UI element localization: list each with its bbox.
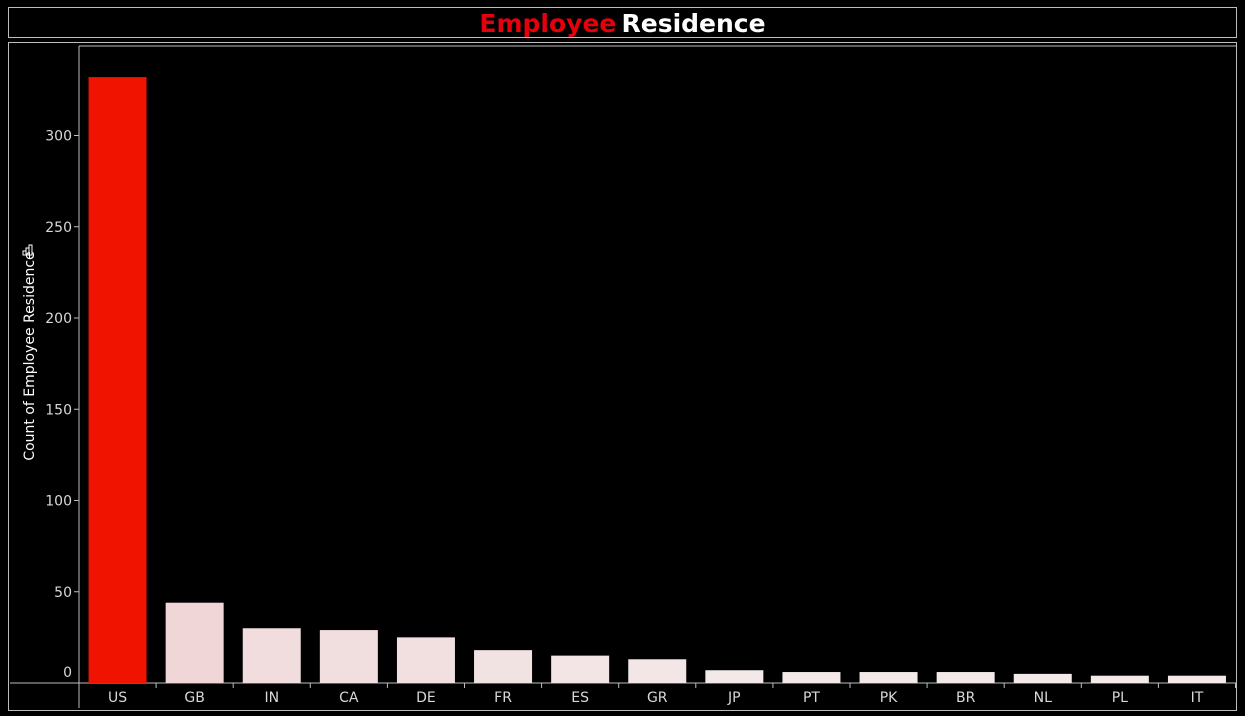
title-part-employee: Employee	[479, 9, 617, 38]
bar-it[interactable]	[1167, 675, 1226, 683]
x-tick-label-de: DE	[416, 690, 436, 706]
bar-gb[interactable]	[165, 602, 224, 683]
chart-title-box: Employee Residence	[8, 7, 1237, 38]
x-tick-label-pt: PT	[803, 690, 820, 706]
sort-icon-bar	[28, 244, 33, 256]
y-tick-label: 250	[45, 220, 72, 236]
bar-us[interactable]	[88, 77, 147, 684]
bar-pl[interactable]	[1090, 675, 1149, 683]
x-ticks: US GB IN CA DE FR ES GR JP PT PK BR NL PL IT	[108, 683, 1236, 706]
bar-fr[interactable]	[474, 650, 533, 683]
x-tick-label-in: IN	[264, 690, 279, 706]
x-tick-label-jp: JP	[727, 690, 741, 706]
x-tick-label-nl: NL	[1034, 690, 1052, 706]
bar-in[interactable]	[242, 628, 301, 683]
y-tick-label: 150	[45, 402, 72, 418]
y-ticks: 0 50 100 150 200 250 300	[45, 129, 79, 684]
x-tick-label-gr: GR	[647, 690, 668, 706]
y-tick-label: 0	[63, 665, 72, 681]
bar-pk[interactable]	[859, 672, 918, 683]
y-tick-label: 200	[45, 311, 72, 327]
bars	[88, 77, 1226, 684]
x-tick-label-it: IT	[1191, 690, 1204, 706]
x-tick-label-fr: FR	[494, 690, 512, 706]
x-tick-label-pl: PL	[1112, 690, 1128, 706]
x-tick-label-es: ES	[571, 690, 589, 706]
bar-nl[interactable]	[1013, 673, 1072, 683]
y-tick-label: 100	[45, 494, 72, 510]
chart-frame	[8, 42, 1237, 711]
bar-es[interactable]	[551, 655, 610, 683]
bar-jp[interactable]	[705, 670, 764, 683]
y-tick-label: 50	[54, 585, 72, 601]
x-tick-label-ca: CA	[339, 690, 359, 706]
y-tick-label: 300	[45, 129, 72, 145]
sort-icon[interactable]	[22, 244, 33, 256]
x-tick-label-us: US	[108, 690, 127, 706]
y-axis-label: Count of Employee Residence	[22, 251, 38, 460]
x-tick-label-br: BR	[956, 690, 976, 706]
title-part-residence: Residence	[621, 9, 766, 38]
x-tick-label-gb: GB	[184, 690, 204, 706]
bar-br[interactable]	[936, 672, 995, 683]
bar-ca[interactable]	[319, 630, 378, 683]
bar-gr[interactable]	[628, 659, 687, 683]
bar-pt[interactable]	[782, 672, 841, 683]
x-tick-label-pk: PK	[880, 690, 898, 706]
bar-de[interactable]	[396, 637, 455, 683]
